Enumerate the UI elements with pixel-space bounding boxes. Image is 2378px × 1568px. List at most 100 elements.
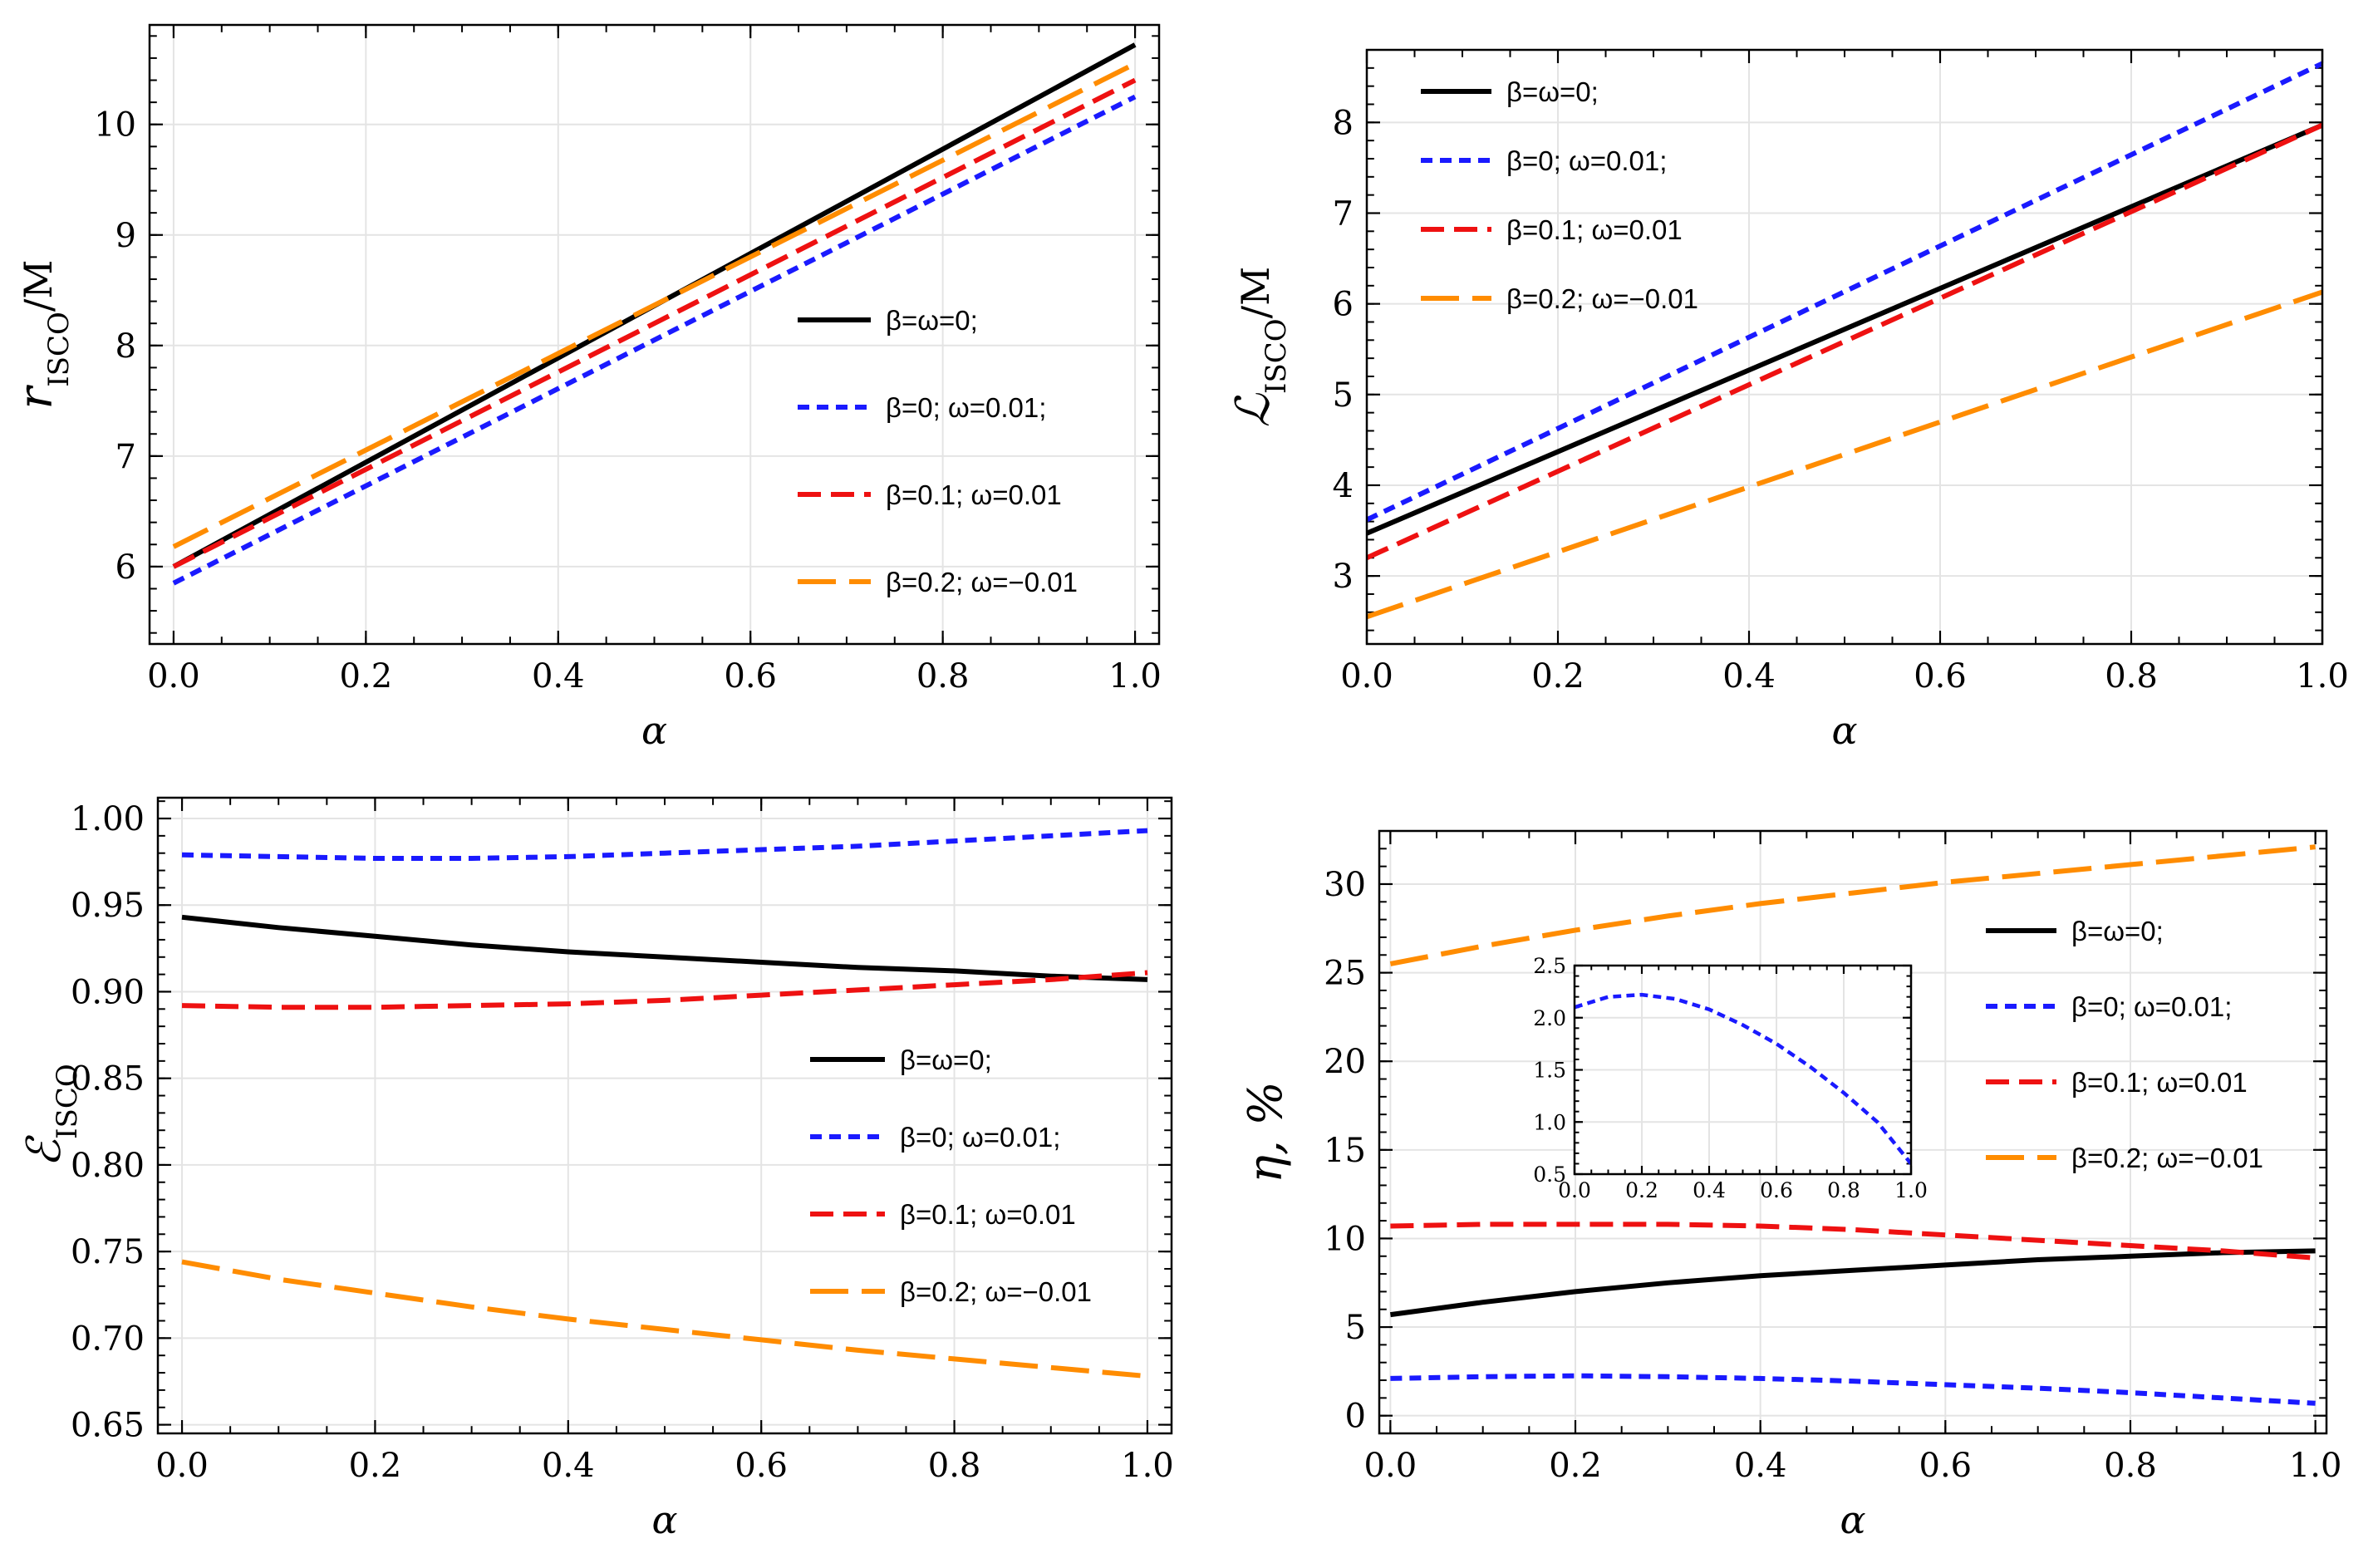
y-axis-label: ℰISCO: [17, 1064, 84, 1167]
x-tick-label: 0.4: [542, 1447, 595, 1485]
y-axis-label-sub: ISCO: [42, 312, 76, 387]
x-axis-label: α: [651, 1497, 677, 1542]
x-tick-label: 0.4: [1722, 657, 1776, 696]
x-tick-label: 1.0: [2296, 657, 2349, 696]
y-tick-label: 0: [1345, 1398, 1366, 1436]
series-line: [172, 61, 1137, 549]
x-tick-label: 0.8: [1827, 1178, 1860, 1202]
series-line: [1367, 122, 2322, 561]
x-tick-label: 0.4: [1693, 1178, 1726, 1202]
legend: β=ω=0; β=0; ω=0.01; β=0.1; ω=0.01 β=0.2; ω=…: [798, 305, 1078, 597]
series-line: [1367, 122, 2322, 536]
legend-entry: β=0; ω=0.01;: [900, 1122, 1060, 1153]
legend-entry: β=0; ω=0.01;: [886, 392, 1046, 423]
x-tick-label: 0.2: [349, 1447, 402, 1485]
y-axis-label-sub: ISCO: [51, 1064, 84, 1139]
x-tick-label: 0.0: [1558, 1178, 1591, 1202]
x-tick-label: 0.8: [2104, 1447, 2157, 1485]
y-tick-label: 0.85: [71, 1060, 145, 1099]
series-line: [1390, 1248, 2316, 1318]
plot-frame: [1573, 964, 1913, 1176]
y-axis-label-tail: /M: [1233, 267, 1278, 319]
plot-frame: [148, 23, 1161, 646]
legend-entry: β=0; ω=0.01;: [1506, 145, 1667, 176]
x-axis-label: α: [641, 708, 667, 753]
y-tick-label: 6: [115, 548, 136, 587]
y-tick-label: 2.5: [1533, 954, 1566, 978]
y-tick-label: 5: [1345, 1309, 1366, 1347]
series-line: [181, 1259, 1148, 1379]
y-tick-label: 5: [1333, 376, 1354, 415]
y-axis-label: rISCO/M: [9, 259, 76, 409]
series-line: [172, 94, 1137, 586]
y-tick-label: 0.75: [71, 1233, 145, 1271]
y-tick-label: 0.90: [71, 973, 145, 1011]
y-tick-label: 1.5: [1533, 1059, 1566, 1083]
series-line: [1575, 992, 1911, 1165]
x-tick-label: 0.8: [916, 657, 970, 696]
x-tick-label: 0.8: [928, 1447, 981, 1485]
y-tick-label: 7: [115, 438, 136, 476]
legend: β=ω=0; β=0; ω=0.01; β=0.1; ω=0.01 β=0.2; ω=…: [810, 1045, 1092, 1307]
legend-entry: β=0.1; ω=0.01: [886, 479, 1062, 510]
x-tick-label: 0.2: [1531, 657, 1585, 696]
x-axis-label: α: [1831, 708, 1857, 753]
x-tick-label: 0.2: [1625, 1178, 1658, 1202]
legend-entry: β=0.2; ω=−0.01: [900, 1276, 1092, 1307]
y-axis-label-main: ℰ: [17, 1135, 71, 1167]
legend-entry: β=0; ω=0.01;: [2071, 991, 2232, 1022]
y-axis-label-main: η, %: [1239, 1081, 1293, 1182]
plot-area: [150, 25, 1159, 644]
series-line: [1389, 844, 2316, 966]
series-line: [1390, 1373, 2316, 1406]
y-tick-label: 7: [1333, 194, 1354, 233]
plot-area: [1367, 50, 2322, 644]
series-line: [1367, 61, 2322, 523]
y-tick-label: 9: [115, 217, 136, 255]
y-tick-label: 0.80: [71, 1147, 145, 1185]
series-line: [172, 77, 1137, 569]
y-tick-label: 6: [1333, 286, 1354, 324]
chart-e_isco: 0.0 0.2 0.4 0.6 0.8 1.0 0.65 0.70 0.75 0.80 0.85 0.…: [17, 796, 1174, 1542]
x-tick-label: 1.0: [1121, 1447, 1174, 1485]
x-tick-label: 0.6: [735, 1447, 788, 1485]
y-axis-label: ℒISCO/M: [1226, 267, 1293, 428]
y-axis-label-main: ℒ: [1226, 392, 1280, 427]
y-axis-label-tail: /M: [16, 259, 61, 312]
legend-entry: β=0.1; ω=0.01: [2071, 1067, 2248, 1098]
y-tick-label: 10: [1324, 1220, 1366, 1258]
x-tick-label: 0.2: [340, 657, 393, 696]
legend-entry: β=0.2; ω=−0.01: [2071, 1143, 2263, 1173]
y-tick-label: 8: [1333, 104, 1354, 142]
series-line: [181, 970, 1148, 1010]
x-tick-label: 1.0: [1108, 657, 1162, 696]
y-tick-label: 30: [1324, 866, 1366, 904]
x-tick-label: 0.6: [1760, 1178, 1793, 1202]
y-tick-label: 4: [1333, 467, 1354, 505]
y-tick-label: 8: [115, 327, 136, 366]
legend-entry: β=ω=0;: [2071, 916, 2164, 946]
x-tick-label: 0.6: [1914, 657, 1967, 696]
x-tick-label: 0.0: [155, 1447, 209, 1485]
series-line: [1390, 1221, 2316, 1261]
x-tick-label: 1.0: [1894, 1178, 1928, 1202]
series-line: [181, 914, 1148, 982]
y-tick-label: 2.0: [1533, 1006, 1566, 1030]
y-tick-label: 0.70: [71, 1320, 145, 1358]
x-tick-label: 0.6: [1919, 1447, 1973, 1485]
x-tick-label: 0.8: [2105, 657, 2158, 696]
x-tick-label: 0.0: [1340, 657, 1393, 696]
series-line: [181, 828, 1148, 861]
y-tick-label: 25: [1324, 955, 1366, 993]
plot-frame: [1365, 48, 2324, 646]
x-tick-label: 1.0: [2289, 1447, 2342, 1485]
plot-frame: [1378, 829, 2328, 1435]
legend-entry: β=ω=0;: [886, 305, 978, 336]
x-tick-label: 0.6: [724, 657, 777, 696]
legend: β=ω=0; β=0; ω=0.01; β=0.1; ω=0.01 β=0.2; ω=…: [1421, 76, 1698, 314]
x-tick-label: 0.4: [532, 657, 585, 696]
y-tick-label: 1.0: [1533, 1110, 1566, 1134]
series-line: [1367, 289, 2322, 620]
legend-entry: β=0.1; ω=0.01: [900, 1199, 1076, 1230]
y-tick-label: 0.5: [1533, 1162, 1566, 1187]
